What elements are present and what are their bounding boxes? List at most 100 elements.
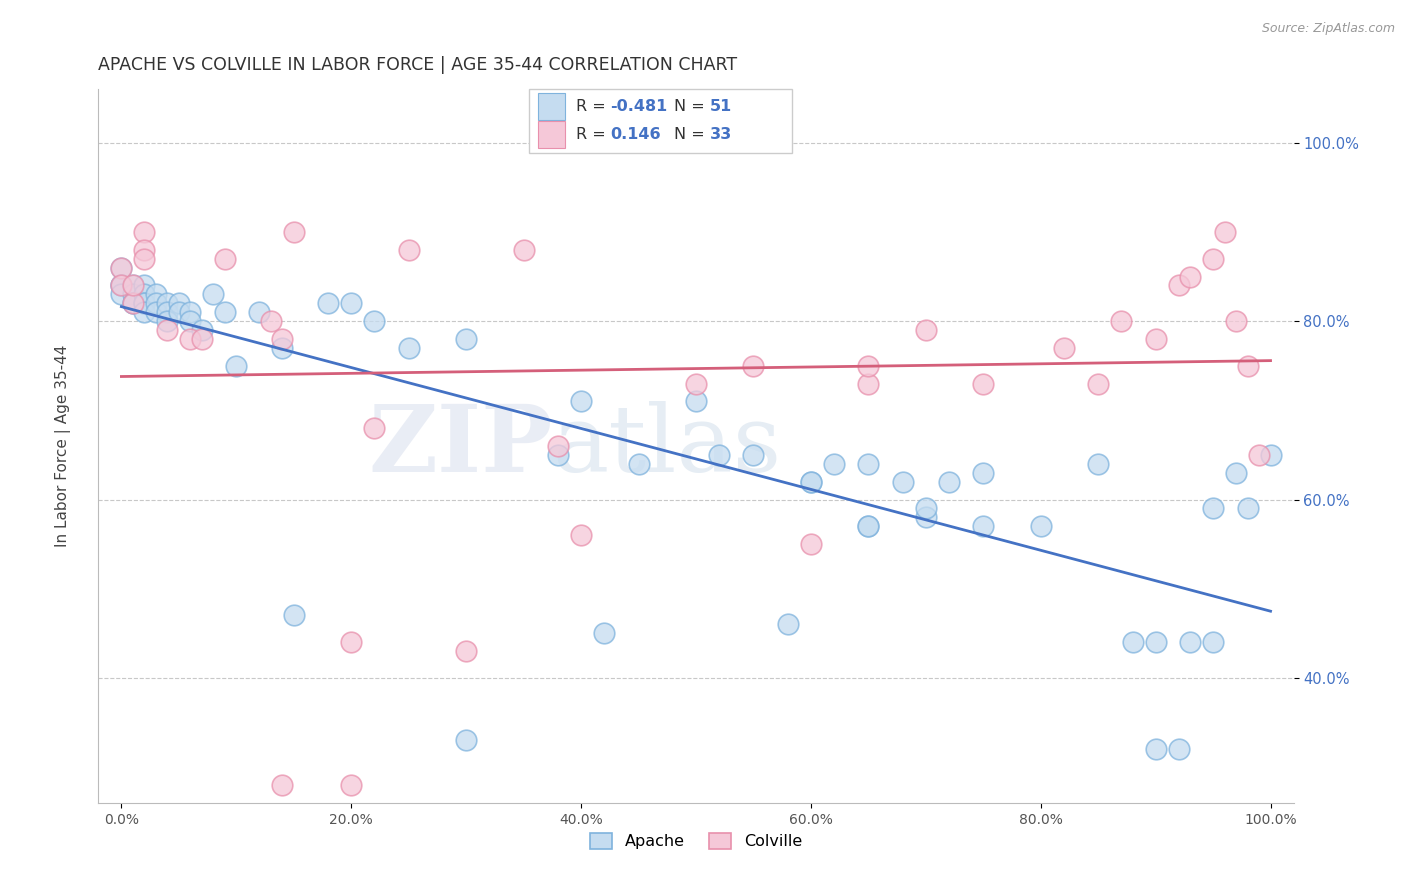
Point: [858, 376, 880, 391]
Point: [167, 305, 190, 319]
Text: 0.146: 0.146: [610, 128, 661, 143]
Point: [398, 243, 420, 257]
Point: [685, 376, 707, 391]
Point: [1144, 635, 1167, 649]
Point: [1225, 466, 1247, 480]
Point: [110, 260, 132, 275]
Point: [316, 296, 339, 310]
Point: [202, 287, 225, 301]
Point: [122, 296, 145, 310]
Point: [593, 626, 616, 640]
Point: [122, 287, 145, 301]
Point: [145, 296, 167, 310]
Point: [1144, 742, 1167, 756]
Point: [742, 359, 765, 373]
Point: [858, 519, 880, 533]
Point: [569, 394, 592, 409]
Point: [972, 466, 994, 480]
Point: [156, 305, 179, 319]
Text: atlas: atlas: [553, 401, 782, 491]
Point: [972, 519, 994, 533]
Point: [122, 296, 145, 310]
Text: N =: N =: [675, 128, 710, 143]
Point: [1260, 448, 1282, 462]
Point: [858, 457, 880, 471]
Point: [800, 475, 823, 489]
Point: [179, 332, 201, 346]
Point: [363, 421, 385, 435]
Point: [914, 501, 936, 516]
Point: [858, 359, 880, 373]
Point: [1225, 314, 1247, 328]
Point: [1109, 314, 1132, 328]
Point: [569, 528, 592, 542]
Point: [363, 314, 385, 328]
Legend: Apache, Colville: Apache, Colville: [583, 826, 808, 855]
Point: [1087, 376, 1109, 391]
Point: [1213, 225, 1236, 239]
Point: [1029, 519, 1052, 533]
Point: [340, 635, 363, 649]
Point: [179, 305, 201, 319]
FancyBboxPatch shape: [538, 121, 565, 148]
Point: [283, 225, 305, 239]
Point: [110, 278, 132, 293]
Text: N =: N =: [675, 99, 710, 114]
Point: [1144, 332, 1167, 346]
Point: [512, 243, 534, 257]
Point: [340, 296, 363, 310]
Point: [134, 296, 156, 310]
Point: [271, 778, 294, 792]
Point: [547, 448, 569, 462]
Point: [156, 314, 179, 328]
Point: [247, 305, 270, 319]
Point: [145, 287, 167, 301]
Point: [134, 225, 156, 239]
Point: [627, 457, 650, 471]
Point: [110, 278, 132, 293]
Point: [134, 252, 156, 266]
Point: [134, 296, 156, 310]
Point: [1178, 635, 1201, 649]
Point: [122, 278, 145, 293]
Point: [145, 305, 167, 319]
Point: [800, 537, 823, 551]
Point: [156, 323, 179, 337]
Point: [1167, 742, 1189, 756]
Point: [456, 733, 478, 747]
Point: [110, 278, 132, 293]
Point: [340, 778, 363, 792]
Point: [191, 323, 214, 337]
Point: [214, 305, 236, 319]
Point: [122, 278, 145, 293]
Point: [398, 341, 420, 355]
FancyBboxPatch shape: [538, 93, 565, 120]
Point: [707, 448, 730, 462]
Point: [858, 519, 880, 533]
Text: Source: ZipAtlas.com: Source: ZipAtlas.com: [1261, 22, 1395, 36]
Point: [776, 617, 799, 632]
Point: [456, 644, 478, 658]
Point: [1122, 635, 1144, 649]
Text: -0.481: -0.481: [610, 99, 668, 114]
Point: [1236, 359, 1258, 373]
Point: [110, 260, 132, 275]
Point: [134, 287, 156, 301]
Point: [742, 448, 765, 462]
Point: [283, 608, 305, 623]
Point: [134, 305, 156, 319]
Point: [972, 376, 994, 391]
Point: [225, 359, 247, 373]
Point: [823, 457, 845, 471]
Point: [214, 252, 236, 266]
Point: [260, 314, 283, 328]
Text: 33: 33: [710, 128, 733, 143]
Point: [914, 323, 936, 337]
Text: APACHE VS COLVILLE IN LABOR FORCE | AGE 35-44 CORRELATION CHART: APACHE VS COLVILLE IN LABOR FORCE | AGE …: [98, 56, 738, 74]
Text: 51: 51: [710, 99, 733, 114]
Point: [191, 332, 214, 346]
Point: [891, 475, 914, 489]
Point: [122, 296, 145, 310]
Point: [1202, 635, 1225, 649]
Text: In Labor Force | Age 35-44: In Labor Force | Age 35-44: [55, 345, 72, 547]
